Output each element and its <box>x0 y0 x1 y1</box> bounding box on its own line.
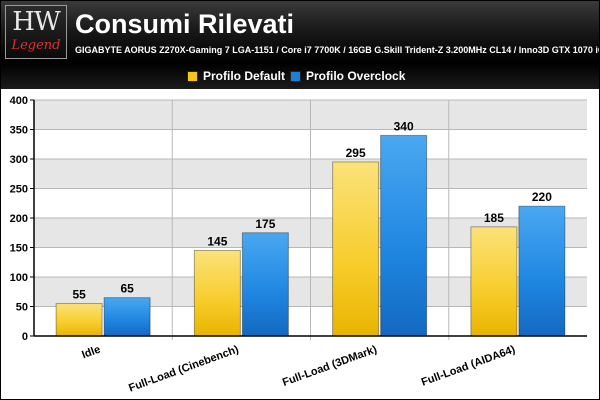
bar <box>193 249 241 337</box>
value-labels: 55 65 145 175 295 340 185 220 <box>72 119 552 301</box>
hwlegend-logo: HW Legend <box>5 5 67 59</box>
x-tick-label: Full-Load (3DMark) <box>281 343 379 388</box>
y-tick-labels: 0 50 100 150 200 250 300 350 400 <box>10 95 28 343</box>
bar-value-label: 340 <box>394 119 414 133</box>
legend-label-overclock: Profilo Overclock <box>306 69 406 83</box>
y-tick-label: 400 <box>10 95 28 107</box>
x-tick-labels: Idle Full-Load (Cinebench) Full-Load (3DMa… <box>80 343 517 394</box>
legend-item-overclock: Profilo Overclock <box>290 69 405 83</box>
x-tick-label: Idle <box>80 344 102 362</box>
chart-header: HW Legend Consumi Rilevati GIGABYTE AORU… <box>1 1 599 63</box>
bar-value-label: 55 <box>72 288 86 302</box>
bar-value-label: 145 <box>207 234 227 248</box>
logo-mark: HW <box>12 7 60 37</box>
bar <box>332 161 380 337</box>
bar-value-label: 185 <box>484 211 504 225</box>
legend-swatch-default <box>187 70 198 82</box>
bar-chart: 55 65 145 175 295 340 185 220 0 50 100 150 200 250 30… <box>10 95 587 395</box>
axes <box>33 100 587 337</box>
bar-value-label: 295 <box>346 146 366 160</box>
y-tick-label: 250 <box>10 184 28 196</box>
legend-swatch-overclock <box>290 70 301 82</box>
y-tick-label: 100 <box>10 272 28 284</box>
y-tick-label: 300 <box>10 154 28 166</box>
chart-subtitle: GIGABYTE AORUS Z270X-Gaming 7 LGA-1151 /… <box>75 45 599 55</box>
bar <box>518 205 566 337</box>
x-tick-label: Full-Load (Cinebench) <box>127 343 241 394</box>
y-tick-label: 150 <box>10 243 28 255</box>
category-dividers <box>171 100 450 340</box>
logo-wordmark: Legend <box>11 38 61 53</box>
chart-legend: Profilo Default Profilo Overclock <box>1 63 599 89</box>
y-tick-label: 50 <box>16 302 28 314</box>
bar <box>470 226 518 337</box>
chart-title: Consumi Rilevati <box>75 9 295 39</box>
bar-value-label: 175 <box>255 217 275 231</box>
bar <box>55 303 103 337</box>
bar-value-label: 65 <box>120 282 134 296</box>
x-tick-label: Full-Load (AIDA64) <box>420 343 517 388</box>
bar <box>241 232 289 337</box>
legend-label-default: Profilo Default <box>203 69 286 83</box>
bars <box>55 134 566 337</box>
legend-item-default: Profilo Default <box>187 69 285 83</box>
y-tick-label: 200 <box>10 213 28 225</box>
y-tick-label: 0 <box>22 331 28 343</box>
y-tick-label: 350 <box>10 125 28 137</box>
bar-value-label: 220 <box>532 190 552 204</box>
bar <box>380 134 428 337</box>
bar <box>103 297 151 337</box>
